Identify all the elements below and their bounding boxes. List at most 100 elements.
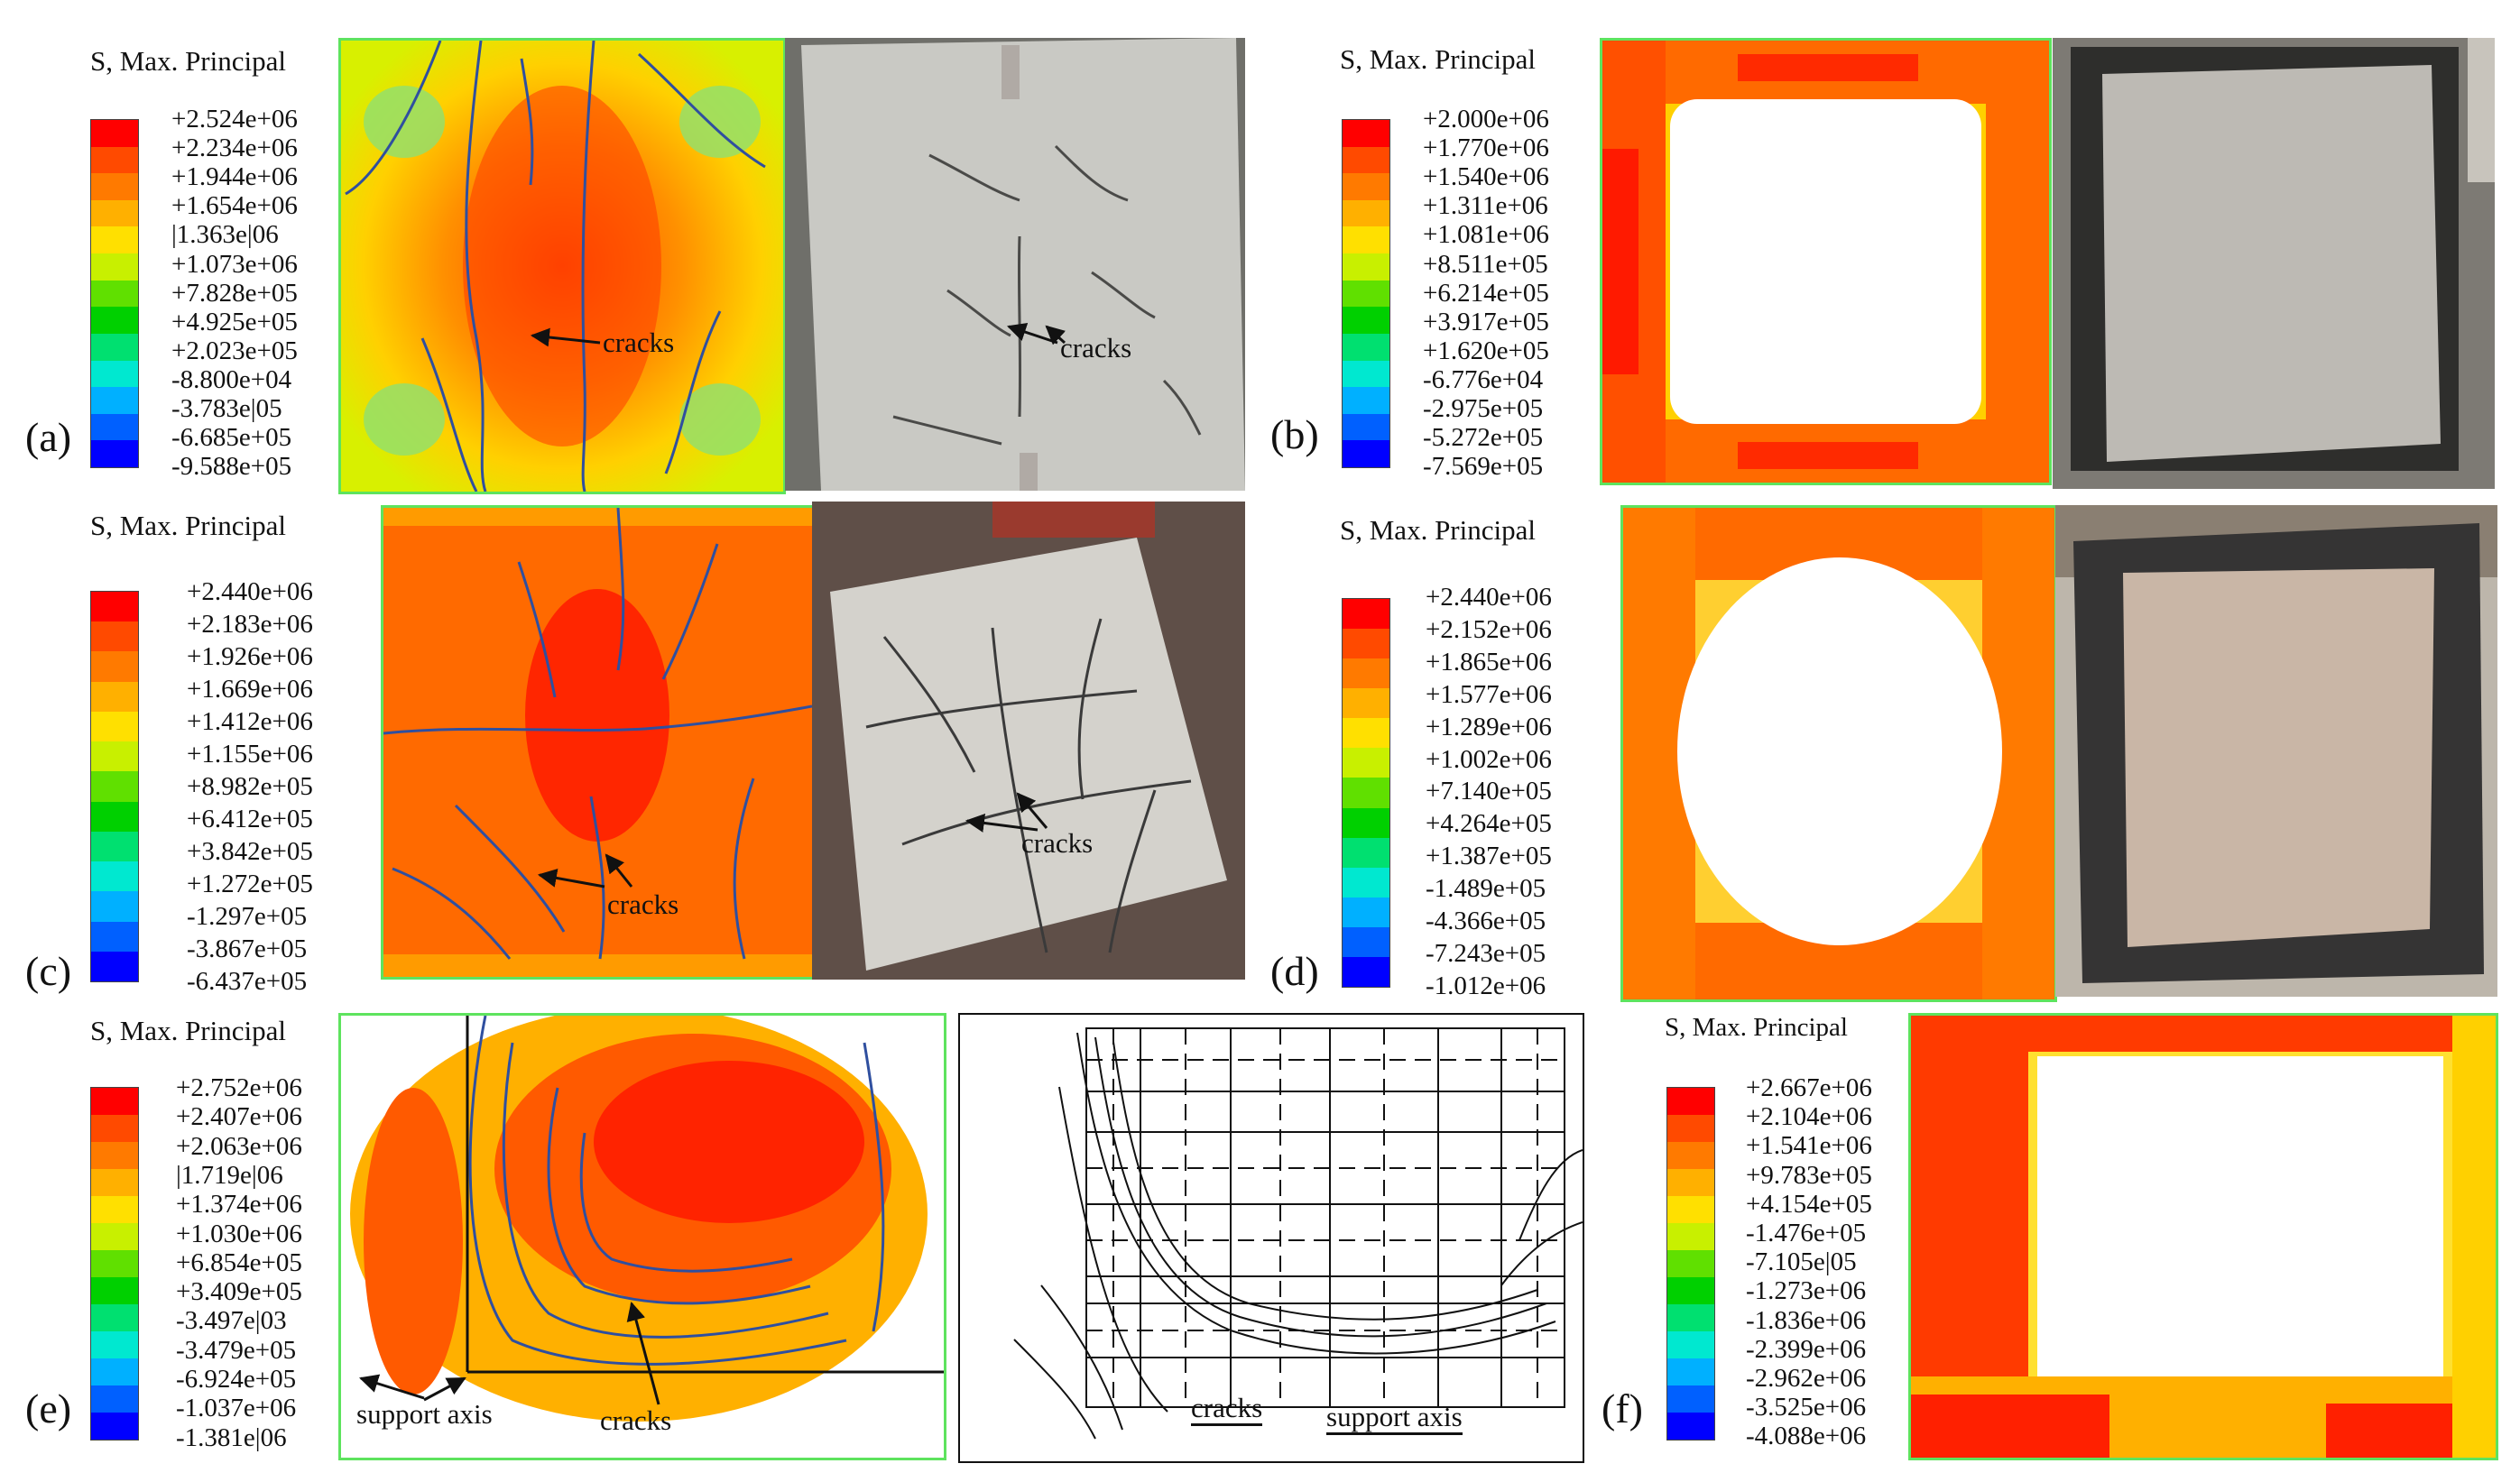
color-swatch bbox=[91, 831, 138, 862]
color-swatch bbox=[91, 253, 138, 281]
color-swatch bbox=[91, 951, 138, 981]
color-swatch bbox=[91, 199, 138, 227]
cracks-label: cracks bbox=[1060, 332, 1132, 364]
legend-value: +2.234e+06 bbox=[171, 133, 298, 163]
legend-value: +4.925e+05 bbox=[171, 307, 298, 336]
color-swatch bbox=[91, 1169, 138, 1196]
color-scale-bar bbox=[1342, 598, 1390, 988]
color-swatch bbox=[1343, 307, 1389, 334]
cracks-label: cracks bbox=[600, 1404, 672, 1436]
color-swatch bbox=[1343, 926, 1389, 957]
color-swatch bbox=[1667, 1304, 1714, 1331]
legend-value: +1.620e+05 bbox=[1423, 336, 1549, 365]
color-swatch bbox=[1343, 897, 1389, 927]
color-swatch bbox=[91, 651, 138, 682]
legend-title: S, Max. Principal bbox=[90, 1015, 286, 1046]
color-swatch bbox=[91, 621, 138, 652]
legend-value: +1.770e+06 bbox=[1423, 133, 1549, 163]
color-swatch bbox=[1343, 146, 1389, 174]
legend-value: +8.982e+05 bbox=[187, 772, 313, 801]
legend-value: +1.081e+06 bbox=[1423, 220, 1549, 250]
legend-value: +2.752e+06 bbox=[176, 1073, 302, 1102]
legend-value: +1.865e+06 bbox=[1426, 647, 1552, 677]
support-axis-label: support axis bbox=[1326, 1402, 1463, 1435]
color-swatch bbox=[91, 771, 138, 802]
legend-value: +3.409e+05 bbox=[176, 1277, 302, 1307]
legend-value: -1.476e+05 bbox=[1746, 1219, 1867, 1247]
color-swatch bbox=[1667, 1088, 1714, 1115]
color-swatch bbox=[1667, 1142, 1714, 1169]
legend-value: -3.497e|03 bbox=[176, 1306, 287, 1336]
legend-value: -1.381e|06 bbox=[176, 1422, 287, 1452]
legend-value: +2.104e+06 bbox=[1746, 1102, 1872, 1132]
color-swatch bbox=[1343, 253, 1389, 281]
legend-value: -8.800e+04 bbox=[171, 364, 292, 394]
legend-value: +3.917e+05 bbox=[1423, 307, 1549, 336]
color-swatch bbox=[1343, 413, 1389, 441]
color-swatch bbox=[91, 387, 138, 414]
stress-field-plot bbox=[338, 1013, 946, 1460]
legend-value: -3.479e+05 bbox=[176, 1335, 297, 1365]
color-swatch bbox=[1667, 1358, 1714, 1385]
panel-letter: (c) bbox=[25, 948, 72, 994]
legend-value: -1.273e+06 bbox=[1746, 1276, 1867, 1306]
color-swatch bbox=[1667, 1330, 1714, 1358]
color-swatch bbox=[1667, 1223, 1714, 1250]
legend-value: -4.366e+05 bbox=[1426, 907, 1546, 935]
cracks-label: cracks bbox=[607, 888, 679, 920]
color-swatch bbox=[1343, 199, 1389, 227]
color-swatch bbox=[91, 1304, 138, 1331]
color-swatch bbox=[1667, 1277, 1714, 1304]
legend-value: +2.183e+06 bbox=[187, 610, 313, 639]
legend-value: +6.412e+05 bbox=[187, 805, 313, 833]
stress-field-plot bbox=[1620, 505, 2057, 1002]
legend-value: -1.012e+06 bbox=[1426, 971, 1546, 1000]
panel-letter: (e) bbox=[25, 1385, 72, 1431]
legend-value: -3.867e+05 bbox=[187, 934, 308, 963]
cracks-label: cracks bbox=[1021, 827, 1094, 859]
color-swatch bbox=[91, 333, 138, 361]
color-swatch bbox=[1667, 1413, 1714, 1440]
legend-value: -9.588e+05 bbox=[171, 452, 292, 482]
color-swatch bbox=[91, 440, 138, 467]
legend-value: -4.088e+06 bbox=[1746, 1422, 1867, 1451]
legend-value: -6.776e+04 bbox=[1423, 364, 1544, 394]
test-photo bbox=[785, 38, 1245, 491]
color-swatch bbox=[91, 307, 138, 334]
color-swatch bbox=[1343, 807, 1389, 838]
color-swatch bbox=[91, 741, 138, 772]
color-swatch bbox=[91, 1142, 138, 1169]
legend-value: +1.374e+06 bbox=[176, 1190, 302, 1220]
color-swatch bbox=[1343, 956, 1389, 987]
color-swatch bbox=[91, 413, 138, 441]
color-swatch bbox=[1343, 658, 1389, 689]
legend-value: +1.387e+05 bbox=[1426, 842, 1552, 871]
test-photo bbox=[2055, 505, 2497, 997]
color-swatch bbox=[91, 1223, 138, 1250]
color-swatch bbox=[91, 1115, 138, 1142]
color-swatch bbox=[91, 173, 138, 200]
legend-value: +1.311e+06 bbox=[1423, 191, 1548, 221]
legend-value: -1.836e+06 bbox=[1746, 1305, 1867, 1335]
legend-value: +7.140e+05 bbox=[1426, 777, 1552, 806]
legend-value: |1.719e|06 bbox=[176, 1160, 283, 1190]
panel-letter: (b) bbox=[1270, 411, 1319, 457]
legend-value: -1.489e+05 bbox=[1426, 874, 1546, 904]
legend-value: +6.854e+05 bbox=[176, 1247, 302, 1277]
legend-value: +1.289e+06 bbox=[1426, 712, 1552, 741]
color-swatch bbox=[1343, 599, 1389, 630]
color-swatch bbox=[91, 1196, 138, 1223]
color-scale-bar bbox=[90, 591, 139, 982]
legend-value: -5.272e+05 bbox=[1423, 423, 1544, 453]
color-swatch bbox=[1667, 1196, 1714, 1223]
legend-value: -6.685e+05 bbox=[171, 423, 292, 453]
color-swatch bbox=[91, 280, 138, 308]
color-swatch bbox=[1343, 360, 1389, 388]
legend-value: +1.155e+06 bbox=[187, 740, 313, 769]
legend-value: -2.975e+05 bbox=[1423, 394, 1544, 423]
color-swatch bbox=[1343, 440, 1389, 467]
crack-pattern-drawing bbox=[958, 1013, 1584, 1463]
legend-value: +3.842e+05 bbox=[187, 837, 313, 866]
legend-value: -2.399e+06 bbox=[1746, 1334, 1867, 1364]
legend-value: +1.669e+06 bbox=[187, 675, 313, 704]
